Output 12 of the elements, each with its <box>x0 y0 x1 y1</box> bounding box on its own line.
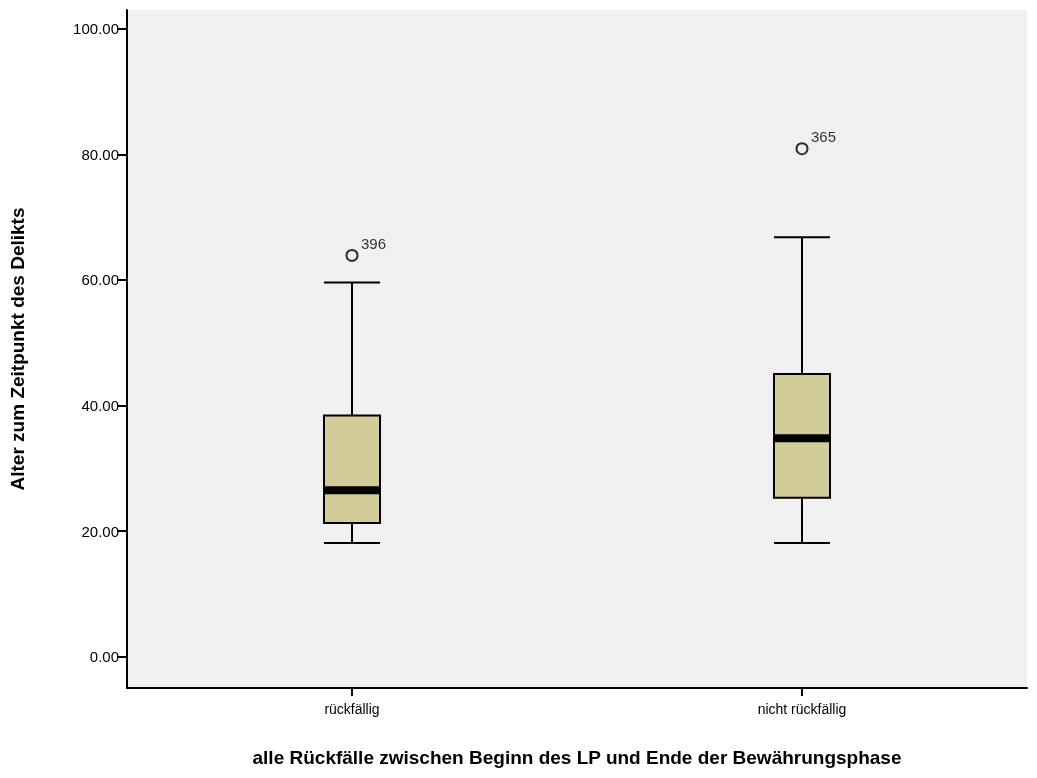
annotation: 365 <box>811 128 837 146</box>
y-tick-label: 20.00 <box>81 522 119 540</box>
y-tick-label: 40.00 <box>81 397 119 414</box>
y-tick-label: 100.00 <box>73 20 119 38</box>
y-tick-label: 0.00 <box>89 648 119 666</box>
x-tick-label: nicht rückfällig <box>757 701 847 717</box>
x-axis-title: alle Rückfälle zwischen Beginn des LP und Ende der Bewährungsphase <box>252 747 902 768</box>
y-tick-label: 60.00 <box>81 271 119 289</box>
y-axis-title: Alter zum Zeitpunkt des Delikts <box>7 207 28 491</box>
annotation: 396 <box>361 234 387 252</box>
x-tick-label: rückfällig <box>324 701 380 717</box>
y-tick-label: 80.00 <box>81 145 119 163</box>
